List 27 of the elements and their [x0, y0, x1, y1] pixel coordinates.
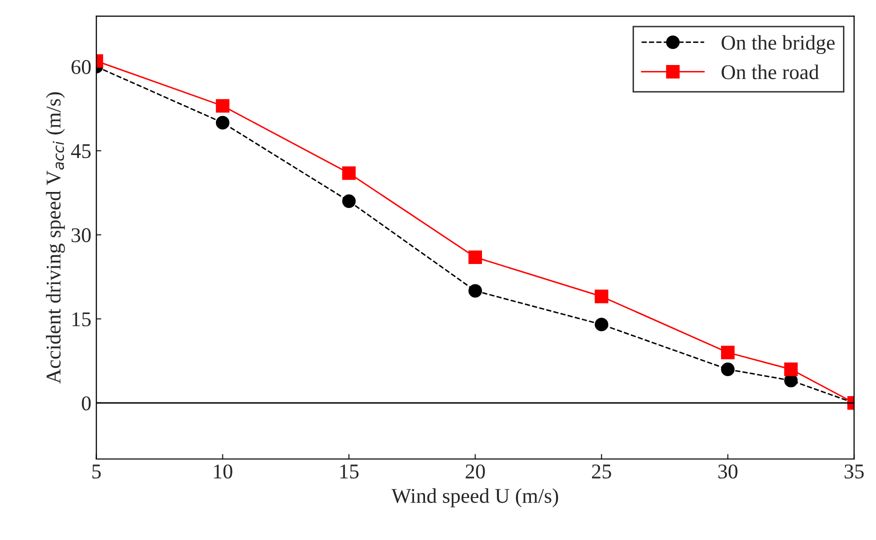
- y-tick-label: 0: [82, 396, 91, 410]
- point: [342, 166, 356, 180]
- x-tick-label: 5: [92, 464, 101, 479]
- legend-label: On the road: [722, 64, 819, 80]
- point: [468, 284, 482, 298]
- x-tick-label: 25: [592, 464, 612, 479]
- point: [721, 346, 735, 360]
- x-tick-label: 35: [844, 464, 864, 479]
- y-tick-label: 60: [72, 60, 91, 74]
- point: [342, 194, 356, 208]
- legend-label: On the bridge: [722, 35, 835, 54]
- y-tick-label: 15: [72, 312, 91, 326]
- point: [216, 99, 230, 113]
- x-tick-label: 15: [340, 464, 359, 479]
- x-axis-title: Wind speed U (m/s): [391, 488, 558, 508]
- point: [721, 362, 735, 376]
- point: [216, 116, 230, 130]
- point: [594, 290, 608, 304]
- x-tick-label: 10: [214, 464, 232, 479]
- y-tick-label: 45: [71, 144, 91, 158]
- x-tick-label: 30: [718, 464, 738, 479]
- x-tick-label: 20: [466, 464, 485, 479]
- point: [784, 362, 798, 376]
- point: [468, 250, 482, 264]
- y-axis-title: Accident driving speed V$_{acci}$ (m/s): [46, 92, 65, 384]
- point: [594, 318, 608, 332]
- y-tick-label: 30: [72, 228, 91, 242]
